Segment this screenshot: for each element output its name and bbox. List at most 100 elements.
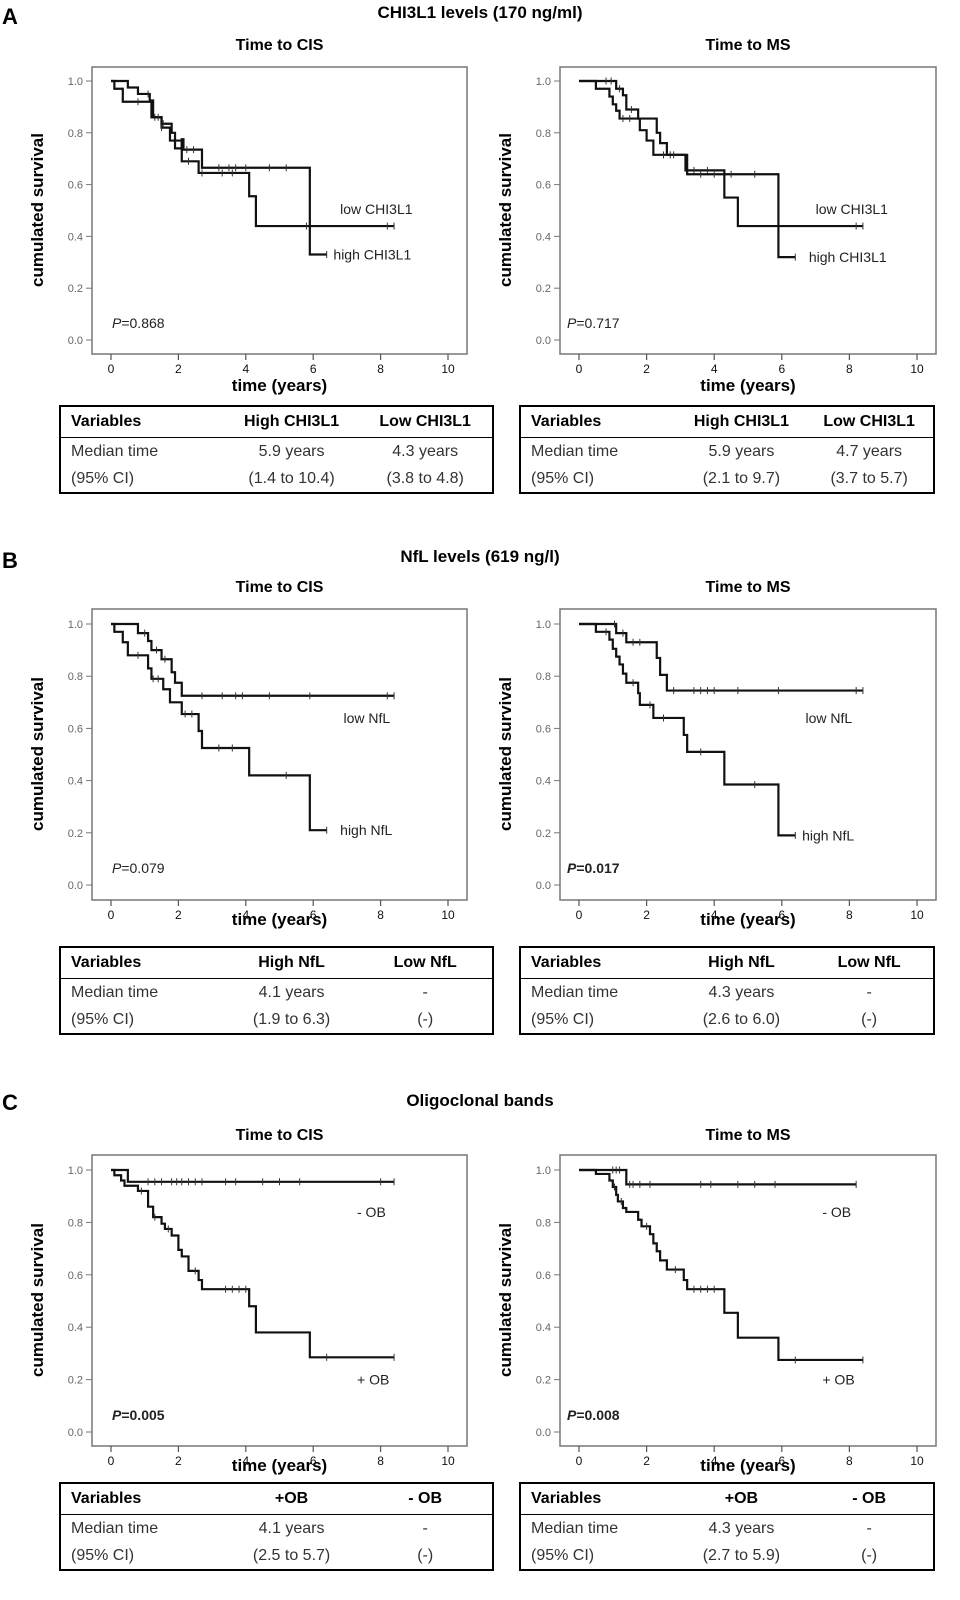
y-tick-label: 0.0 (536, 1427, 551, 1439)
y-tick-label: 1.0 (68, 619, 83, 631)
y-tick-label: 0.2 (68, 1375, 83, 1387)
series-label: - OB (357, 1204, 386, 1220)
table-header-cell: +OB (724, 1490, 759, 1507)
table-cell: - (866, 983, 872, 1001)
y-tick-label: 0.6 (68, 180, 83, 192)
table-row: Median time 5.9 years 4.3 years (61, 438, 492, 465)
x-axis-label-a-cis: time (years) (231, 376, 328, 395)
p-value-symbol: P (567, 315, 577, 331)
table-cell: (95% CI) (71, 1010, 135, 1028)
y-tick-label: 0.0 (68, 1427, 83, 1439)
table-header-cell: Variables (531, 413, 602, 430)
x-tick-label: 10 (910, 362, 924, 376)
y-tick-label: 1.0 (536, 1165, 551, 1177)
survival-curve-low-nfl (111, 622, 395, 697)
series-label: high NfL (340, 822, 392, 838)
table-header-cell: Low CHI3L1 (379, 413, 471, 430)
y-tick-label: 0.8 (536, 128, 551, 140)
y-tick-label: 0.2 (68, 828, 83, 840)
survival-curve-low-chi3l1 (111, 79, 395, 228)
median-time-table-a-cis: Variables High CHI3L1 Low CHI3L1 Median tim… (59, 405, 494, 494)
p-value: P=0.079 (112, 860, 165, 876)
y-tick-label: 0.2 (536, 1375, 551, 1387)
median-time-table-b-cis: Variables High NfL Low NfL Median time 4.1 y… (59, 946, 494, 1035)
table-header-cell: Variables (71, 954, 142, 971)
y-tick-label: 0.4 (536, 231, 551, 243)
section-title-a: CHI3L1 levels (170 ng/ml) (377, 3, 583, 22)
table-header-row: Variables High CHI3L1 Low CHI3L1 (61, 407, 492, 438)
median-time-table-c-ms: Variables +OB - OB Median time 4.3 years - (95… (519, 1482, 935, 1571)
x-axis-label-b-ms: time (years) (700, 910, 796, 929)
table-header-row: Variables +OB - OB (61, 1484, 492, 1515)
x-axis-label-c-cis: time (years) (231, 1456, 328, 1475)
table-cell: 5.9 years (708, 442, 775, 460)
survival-curve-low-chi3l1 (579, 79, 863, 228)
y-tick-label: 0.8 (68, 128, 83, 140)
table-cell: 5.9 years (258, 442, 325, 460)
table-cell: Median time (71, 1519, 159, 1537)
p-value-number: =0.717 (576, 315, 619, 331)
y-tick-label: 0.4 (68, 776, 83, 788)
p-value-symbol: P (567, 860, 577, 876)
table-cell: - (422, 1519, 428, 1537)
table-header-cell: Low NfL (837, 954, 901, 971)
table-cell: (3.7 to 5.7) (830, 469, 908, 487)
p-value: P=0.868 (112, 315, 165, 331)
survival-curve-low-nfl (579, 622, 863, 692)
table-cell: (-) (861, 1010, 878, 1028)
table-row: (95% CI) (2.7 to 5.9) (-) (521, 1542, 933, 1569)
table-cell: Median time (531, 983, 619, 1001)
y-axis-label-a-ms: cumulated survival (496, 132, 515, 287)
survival-curve-ob (111, 1168, 395, 1359)
table-header-row: Variables High NfL Low NfL (61, 948, 492, 979)
table-cell: (2.6 to 6.0) (702, 1010, 781, 1028)
series-label: + OB (822, 1372, 854, 1388)
y-tick-label: 0.2 (536, 283, 551, 295)
table-row: (95% CI) (1.9 to 6.3) (-) (61, 1006, 492, 1033)
x-tick-label: 10 (441, 362, 455, 376)
p-value-symbol: P (112, 1407, 122, 1423)
plot-title-a-cis: Time to CIS (235, 37, 324, 54)
table-cell: 4.7 years (836, 442, 903, 460)
table-cell: (95% CI) (71, 469, 135, 487)
series-label: low CHI3L1 (340, 201, 413, 217)
y-axis-label-a-cis: cumulated survival (28, 132, 47, 287)
p-value-number: =0.017 (576, 860, 619, 876)
table-cell: (95% CI) (531, 469, 595, 487)
table-cell: Median time (531, 1519, 619, 1537)
table-row: Median time 4.3 years - (521, 1515, 933, 1542)
section-title-c: Oligoclonal bands (406, 1091, 554, 1110)
plot-frame (91, 608, 468, 901)
table-cell: (2.1 to 9.7) (702, 469, 781, 487)
x-tick-label: 8 (846, 362, 853, 376)
x-tick-label: 4 (242, 362, 249, 376)
x-tick-label: 0 (108, 362, 115, 376)
plot-frame (559, 608, 937, 901)
table-cell: Median time (71, 442, 159, 460)
table-cell: 4.3 years (708, 1519, 775, 1537)
table-row: (95% CI) (2.6 to 6.0) (-) (521, 1006, 933, 1033)
x-tick-label: 0 (576, 362, 583, 376)
series-label: high CHI3L1 (333, 247, 411, 263)
plot-title-a-ms: Time to MS (705, 37, 791, 54)
table-row: (95% CI) (2.1 to 9.7) (3.7 to 5.7) (521, 465, 933, 492)
survival-curve-ob (579, 1168, 863, 1362)
y-axis-label-c-cis: cumulated survival (28, 1222, 47, 1377)
survival-curve-high-nfl (579, 622, 796, 837)
y-axis-label-b-ms: cumulated survival (496, 676, 515, 831)
table-cell: (95% CI) (71, 1546, 135, 1564)
y-tick-label: 1.0 (68, 76, 83, 88)
plot-frame (559, 66, 937, 355)
survival-curve-high-nfl (111, 622, 327, 832)
plot-frame (559, 1154, 937, 1447)
survival-curve-high-chi3l1 (579, 79, 796, 259)
y-tick-label: 0.8 (536, 671, 551, 683)
p-value: P=0.717 (567, 315, 620, 331)
p-value: P=0.005 (112, 1407, 165, 1423)
y-tick-label: 0.6 (68, 1270, 83, 1282)
y-tick-label: 0.6 (68, 723, 83, 735)
plot-frame (91, 66, 468, 355)
